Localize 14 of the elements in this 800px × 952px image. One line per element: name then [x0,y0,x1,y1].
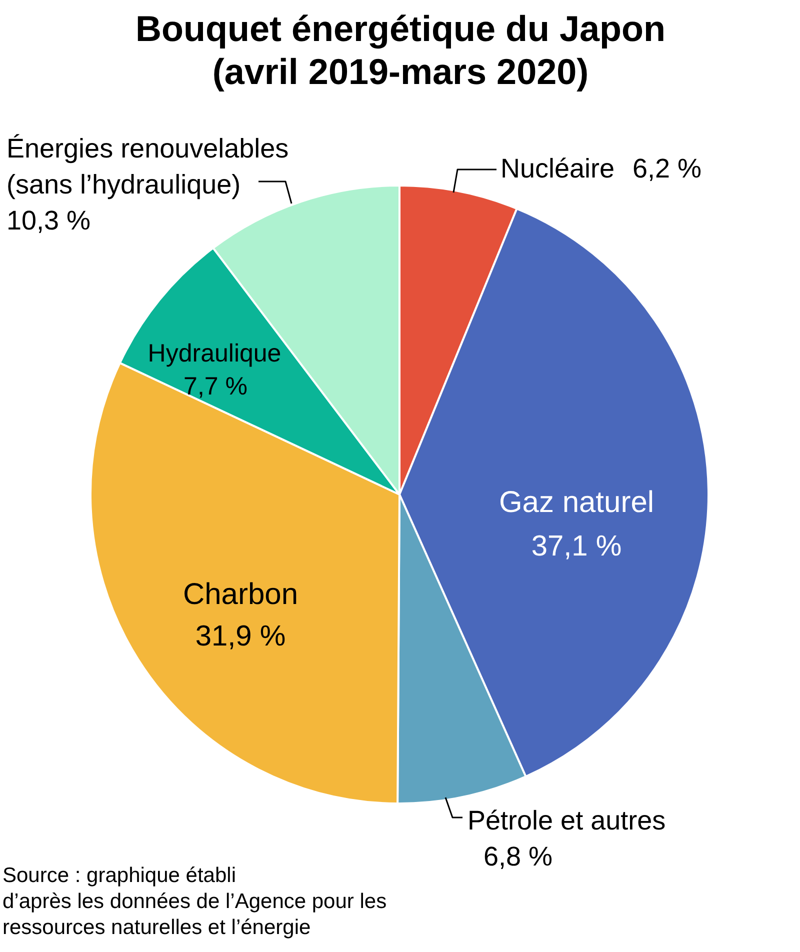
slice-label: Pétrole et autres [468,806,666,836]
chart-title: Bouquet énergétique du Japon (avril 2019-mars 2020) [135,8,666,92]
data-label: 6,2 % [632,154,702,184]
source-note: Source : graphique établi d’après les données de l’Agence pour les ressources naturelles et l’énergie [2,864,387,939]
data-label: 37,1 % [531,530,622,562]
slice-label: Gaz naturel [498,486,654,519]
data-label: 7,7 % [184,372,248,400]
data-label: 31,9 % [195,620,286,652]
slice-label: Hydraulique [148,340,282,368]
slice-label: Nucléaire [500,154,615,184]
data-label: 10,3 % [6,206,91,236]
data-label: 6,8 % [484,842,553,872]
slice-label: Charbon [182,578,298,611]
slice-label: Énergies renouvelables (sans l’hydraulique) [6,134,289,200]
